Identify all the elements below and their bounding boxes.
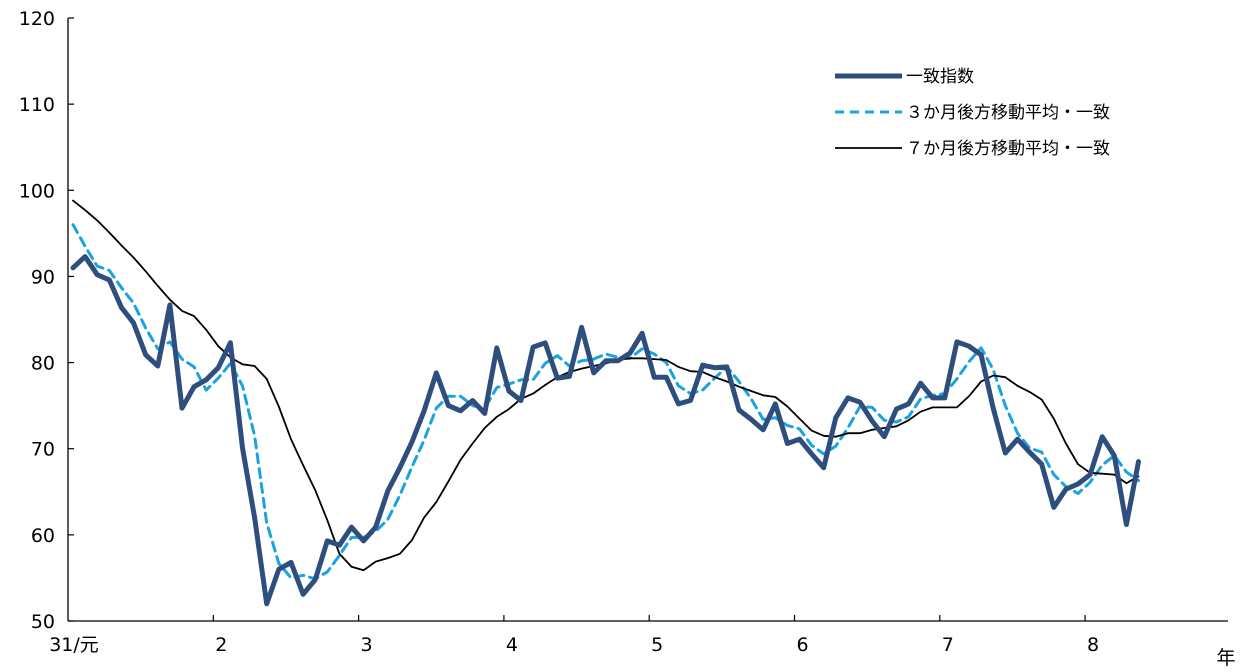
x-tick-label: 2	[215, 634, 227, 656]
x-tick-label: 4	[506, 634, 518, 656]
x-tick-label: 3	[361, 634, 373, 656]
y-tick-label: 50	[31, 611, 55, 633]
x-tick-label: 5	[651, 634, 663, 656]
legend-label-3: ７か月後方移動平均・一致	[906, 139, 1110, 159]
legend-label-1: 一致指数	[906, 67, 974, 87]
x-tick-label: 8	[1087, 634, 1099, 656]
y-tick-label: 100	[19, 180, 55, 202]
y-tick-label: 120	[19, 8, 55, 30]
series-line-1	[70, 254, 1141, 607]
y-tick-label: 110	[19, 94, 55, 116]
x-axis-label: 年	[1216, 647, 1235, 669]
y-tick-label: 90	[31, 266, 55, 288]
x-tick-label: 31/元	[49, 634, 99, 656]
legend-label-2: ３か月後方移動平均・一致	[906, 103, 1110, 123]
series-lines	[70, 199, 1141, 607]
axes: 50 60 70 80 90 100 110 120 31/元 2 3 4 5 6 7 8 年	[19, 8, 1236, 669]
x-tick-label: 6	[796, 634, 808, 656]
y-tick-label: 80	[31, 353, 55, 375]
y-tick-label: 70	[31, 439, 55, 461]
legend: 一致指数 ３か月後方移動平均・一致 ７か月後方移動平均・一致	[835, 67, 1110, 159]
series-line-2	[71, 223, 1140, 581]
x-tick-label: 7	[942, 634, 954, 656]
y-tick-label: 60	[31, 525, 55, 547]
